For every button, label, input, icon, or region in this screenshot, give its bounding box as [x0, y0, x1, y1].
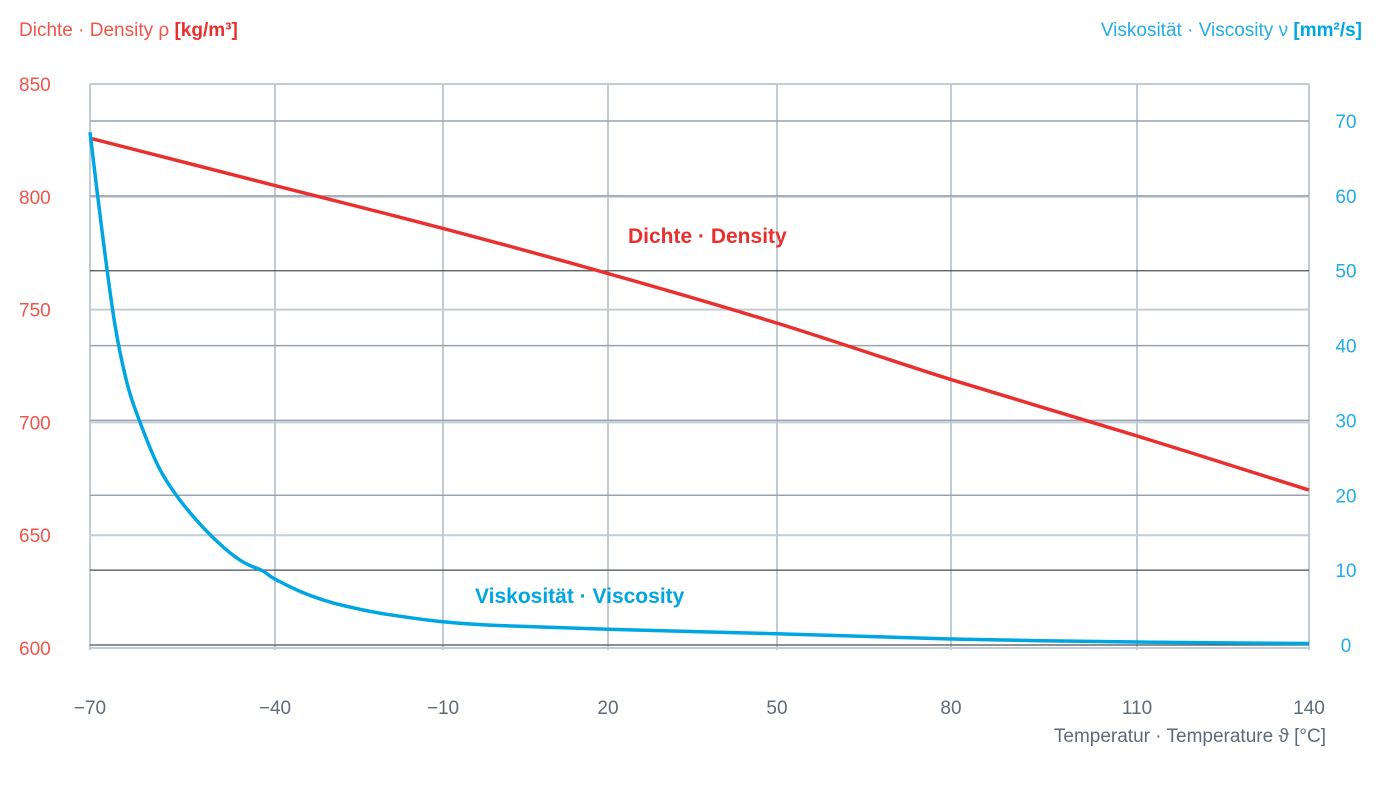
viscosity-tick-label: 50 [1335, 262, 1356, 283]
viscosity-series-label: Viskosität · Viscosity [475, 585, 685, 608]
density-tick-label: 700 [19, 413, 51, 434]
viscosity-tick-label: 70 [1335, 112, 1356, 133]
x-axis-title: Temperatur · Temperature ϑ [°C] [1054, 726, 1326, 747]
density-tick-label: 600 [19, 639, 51, 660]
grid [89, 83, 1310, 650]
density-series-label: Dichte · Density [628, 225, 787, 248]
x-tick-label: 140 [1293, 698, 1325, 719]
viscosity-tick-label: 40 [1335, 337, 1356, 358]
viscosity-tick-label: 10 [1335, 561, 1356, 582]
viscosity-tick-label: 0 [1341, 636, 1352, 657]
viscosity-tick-label: 30 [1335, 411, 1356, 432]
right-axis-title: Viskosität · Viscosity ν [mm²/s] [1101, 20, 1362, 41]
x-tick-label: 80 [940, 698, 961, 719]
density-tick-label: 650 [19, 526, 51, 547]
viscosity-tick-label: 20 [1335, 486, 1356, 507]
x-tick-label: −10 [427, 698, 459, 719]
ticks: 600 650 700 750 800 850 0 10 20 30 40 50 60 70 −70 −40 −… [19, 75, 1357, 719]
density-tick-label: 850 [19, 75, 51, 96]
series [88, 132, 1310, 646]
viscosity-line [88, 132, 1310, 646]
x-tick-label: 110 [1122, 698, 1152, 719]
viscosity-tick-label: 60 [1335, 187, 1356, 208]
x-tick-label: 20 [597, 698, 618, 719]
left-axis-title: Dichte · Density ρ [kg/m³] [19, 20, 238, 41]
density-tick-label: 750 [19, 301, 51, 322]
x-tick-label: −40 [259, 698, 291, 719]
density-line [89, 136, 1310, 492]
x-tick-label: 50 [766, 698, 787, 719]
density-tick-label: 800 [19, 188, 51, 209]
x-tick-label: −70 [74, 698, 106, 719]
